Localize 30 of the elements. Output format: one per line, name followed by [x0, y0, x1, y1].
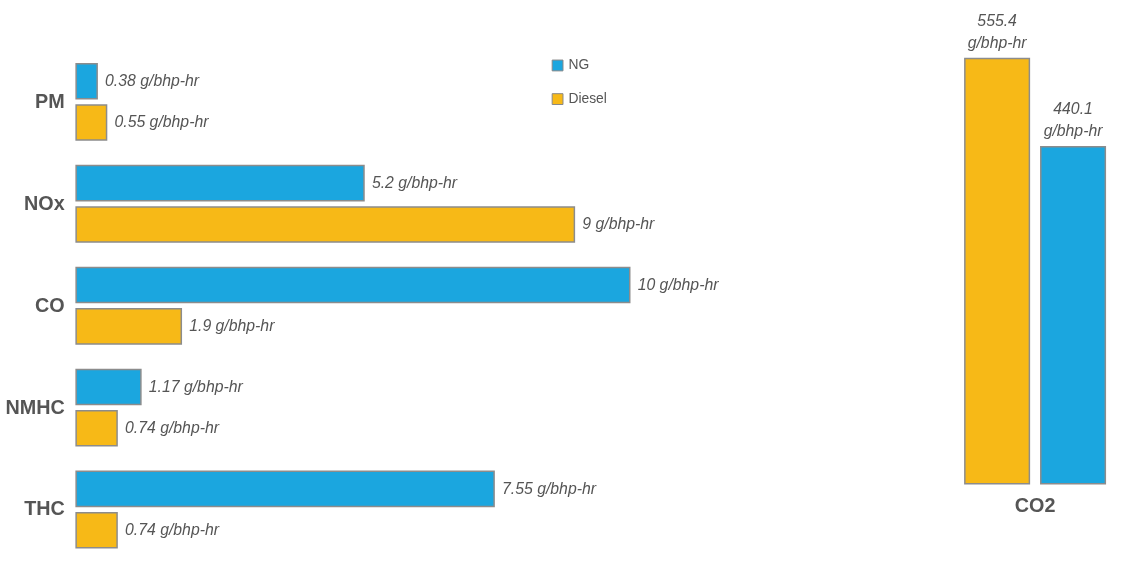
y-tick-label: CO — [35, 293, 65, 316]
legend-label: Diesel — [568, 90, 607, 107]
bar — [75, 206, 576, 243]
bar — [75, 368, 142, 406]
y-tick-label: PM — [35, 89, 65, 112]
x-tick-label: CO2 — [1014, 493, 1056, 516]
data-label: 1.9 g/bhp-hr — [189, 317, 276, 335]
bar — [75, 409, 118, 447]
data-label: 10 g/bhp-hr — [637, 275, 720, 293]
legend-label: NG — [568, 56, 590, 73]
bar — [75, 104, 108, 141]
bar — [75, 511, 118, 549]
data-label: 555.4 g/bhp-hr — [967, 11, 1028, 51]
data-label: 5.2 g/bhp-hr — [371, 174, 458, 192]
bar — [75, 470, 495, 508]
y-tick-label: NMHC — [5, 395, 65, 418]
data-label: 0.74 g/bhp-hr — [125, 521, 220, 539]
bar — [75, 62, 98, 100]
bar — [75, 266, 631, 304]
data-label: 1.17 g/bhp-hr — [148, 377, 244, 395]
data-label: 0.38 g/bhp-hr — [105, 72, 200, 90]
data-label: 0.74 g/bhp-hr — [125, 419, 220, 437]
y-tick-label: NOx — [24, 191, 65, 214]
y-tick-label: THC — [24, 497, 65, 520]
data-label: 9 g/bhp-hr — [582, 215, 656, 233]
bar — [75, 164, 365, 202]
data-label: 7.55 g/bhp-hr — [502, 479, 597, 497]
data-label: 440.1 g/bhp-hr — [1043, 100, 1104, 139]
bar — [75, 308, 183, 345]
data-label: 0.55 g/bhp-hr — [114, 113, 210, 131]
